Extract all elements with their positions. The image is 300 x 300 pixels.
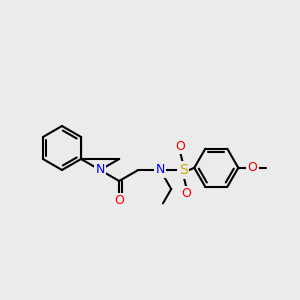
Text: S: S — [179, 163, 188, 177]
Text: O: O — [175, 140, 185, 153]
Text: O: O — [182, 187, 191, 200]
Text: O: O — [114, 194, 124, 207]
Text: N: N — [95, 164, 105, 176]
Text: N: N — [155, 164, 165, 176]
Text: O: O — [248, 161, 257, 174]
